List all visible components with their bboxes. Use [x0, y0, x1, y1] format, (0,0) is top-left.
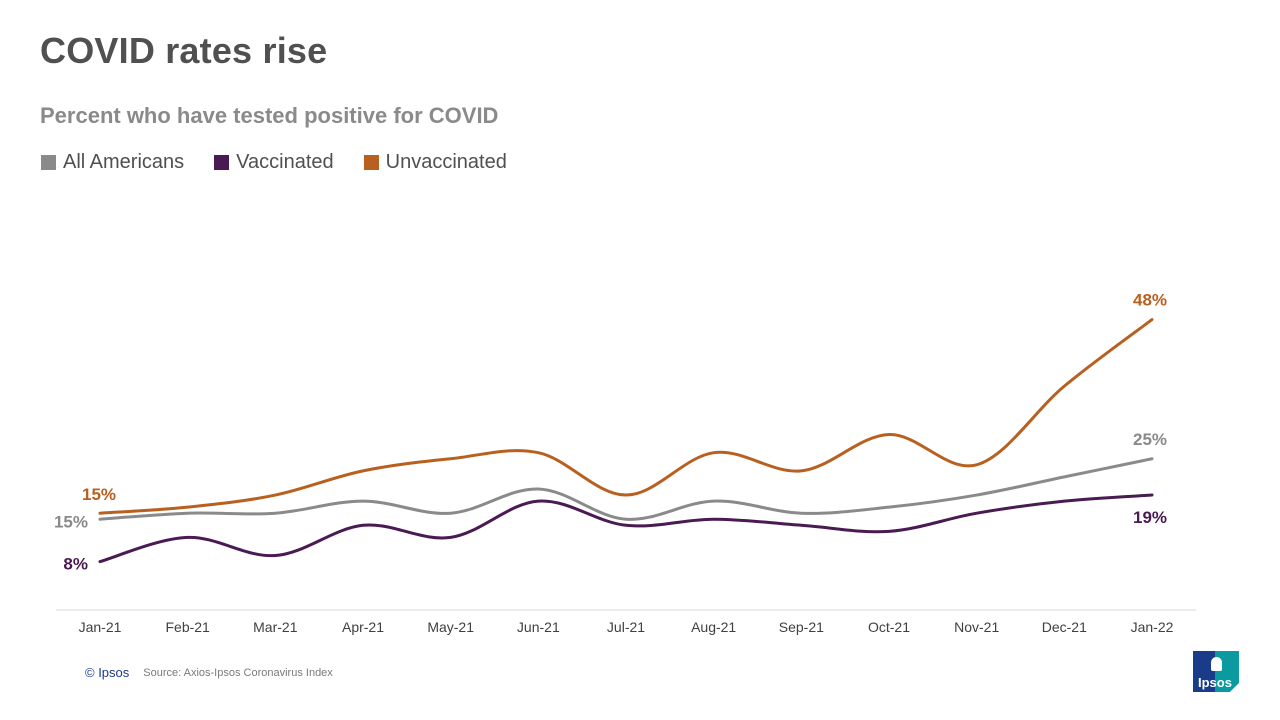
- data-label-unvaccinated-last: 48%: [1133, 291, 1167, 310]
- x-tick-label: May-21: [427, 619, 474, 635]
- data-label-all-americans-first: 15%: [54, 512, 88, 531]
- x-tick-label: Nov-21: [954, 619, 999, 635]
- legend-label-unvaccinated: Unvaccinated: [385, 151, 507, 173]
- chart-title: COVID rates rise: [40, 30, 328, 71]
- x-tick-label: Mar-21: [253, 619, 298, 635]
- x-tick-label: Jan-21: [79, 619, 122, 635]
- x-tick-label: Aug-21: [691, 619, 736, 635]
- ipsos-logo: Ipsos: [1193, 651, 1239, 692]
- x-tick-label: Feb-21: [165, 619, 210, 635]
- x-tick-label: Jan-22: [1131, 619, 1174, 635]
- data-label-vaccinated-first: 8%: [63, 555, 88, 574]
- logo-left-block: [1193, 651, 1215, 692]
- data-label-unvaccinated-first: 15%: [82, 485, 116, 504]
- legend-item-all-americans: All Americans: [41, 151, 184, 174]
- x-tick-label: Apr-21: [342, 619, 384, 635]
- legend-swatch-vaccinated: [214, 155, 230, 170]
- chart-subtitle: Percent who have tested positive for COV…: [40, 103, 499, 128]
- legend-label-vaccinated: Vaccinated: [236, 151, 334, 173]
- x-tick-label: Dec-21: [1042, 619, 1087, 635]
- legend-item-vaccinated: Vaccinated: [214, 151, 334, 174]
- legend-swatch-unvaccinated: [363, 155, 379, 170]
- legend-swatch-all-americans: [41, 155, 56, 170]
- legend-item-unvaccinated: Unvaccinated: [363, 151, 507, 174]
- legend-label-all-americans: All Americans: [63, 151, 185, 173]
- data-label-all-americans-last: 25%: [1133, 430, 1167, 449]
- x-tick-label: Jun-21: [517, 619, 560, 635]
- data-label-vaccinated-last: 19%: [1133, 508, 1167, 527]
- legend: All Americans Vaccinated Unvaccinated: [41, 151, 537, 174]
- footer: © Ipsos Source: Axios-Ipsos Coronavirus …: [85, 665, 333, 680]
- copyright-text: © Ipsos: [85, 665, 130, 680]
- x-tick-label: Sep-21: [779, 619, 824, 635]
- x-tick-label: Jul-21: [607, 619, 645, 635]
- series-line-all-americans: [98, 457, 1154, 521]
- source-note: Source: Axios-Ipsos Coronavirus Index: [143, 666, 333, 679]
- x-tick-label: Oct-21: [868, 619, 910, 635]
- series-line-vaccinated: [98, 493, 1154, 564]
- logo-head-icon: [1211, 657, 1222, 671]
- logo-text: Ipsos: [1198, 675, 1232, 690]
- series-line-unvaccinated: [98, 318, 1154, 515]
